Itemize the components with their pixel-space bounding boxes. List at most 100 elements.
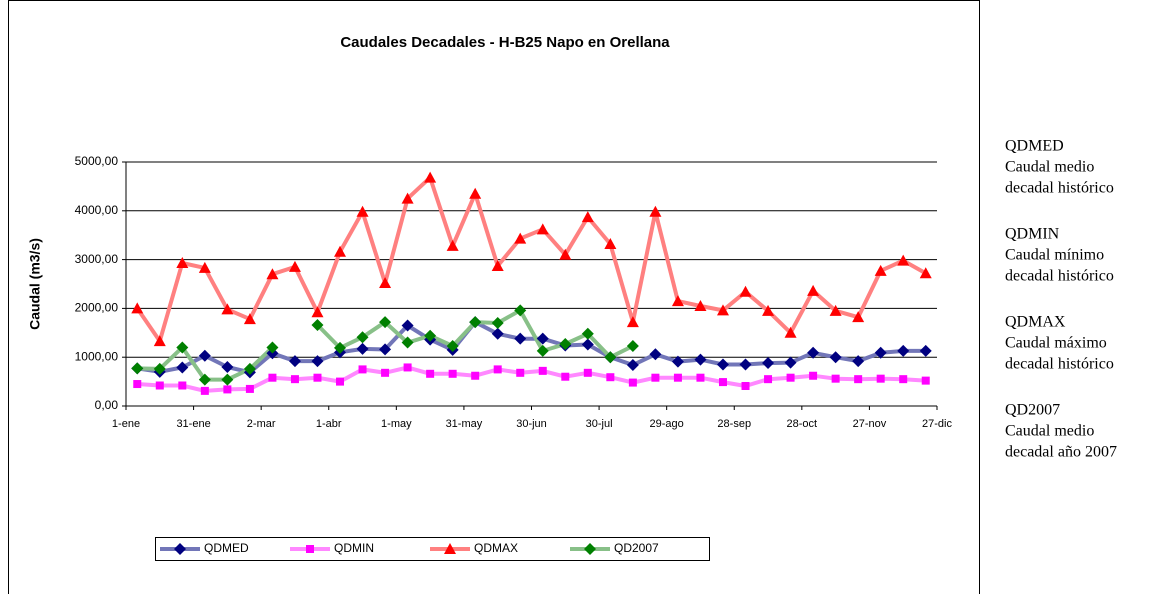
legend-label: QDMIN — [334, 541, 374, 555]
data-point — [919, 267, 932, 279]
x-tick-label: 2-mar — [247, 418, 276, 430]
data-point — [469, 187, 482, 199]
data-point — [245, 384, 254, 393]
legend-label: QDMED — [204, 541, 249, 555]
data-point — [784, 326, 797, 338]
data-point — [716, 358, 729, 371]
data-point — [336, 377, 345, 386]
data-point — [921, 376, 930, 385]
note-text: decadal año 2007 — [1005, 444, 1117, 461]
data-point — [491, 259, 504, 271]
data-point — [538, 366, 547, 375]
data-point — [290, 375, 299, 384]
data-point — [897, 344, 910, 357]
data-point — [311, 306, 324, 318]
note-text: decadal histórico — [1005, 268, 1114, 285]
data-point — [493, 365, 502, 374]
data-point — [311, 318, 324, 331]
note-text: Caudal medio — [1005, 423, 1094, 440]
data-point — [334, 245, 347, 257]
note-text: Caudal mínimo — [1005, 247, 1104, 264]
data-point — [426, 369, 435, 378]
data-point — [559, 338, 572, 351]
x-tick-label: 29-ago — [650, 418, 684, 430]
data-point — [581, 338, 594, 351]
data-point — [176, 257, 189, 269]
data-point — [604, 351, 617, 364]
data-point — [198, 261, 211, 273]
x-tick-label: 1-may — [381, 418, 412, 430]
data-point — [243, 313, 256, 325]
data-point — [356, 205, 369, 217]
data-point — [807, 346, 820, 359]
data-point — [381, 368, 390, 377]
data-point — [536, 332, 549, 345]
data-point — [626, 339, 639, 352]
data-point — [784, 356, 797, 369]
legend-marker — [174, 543, 186, 555]
data-point — [696, 373, 705, 382]
data-point — [626, 359, 639, 372]
series-line — [135, 175, 927, 344]
y-tick-label: 2000,00 — [75, 301, 119, 315]
data-point — [874, 264, 887, 276]
legend-label: QDMAX — [474, 541, 518, 555]
data-point — [446, 339, 459, 352]
data-point — [694, 353, 707, 366]
data-point — [403, 363, 412, 372]
data-point — [223, 385, 232, 394]
data-point — [401, 336, 414, 349]
data-point — [559, 248, 572, 260]
data-point — [178, 381, 187, 390]
data-point — [604, 237, 617, 249]
data-point — [379, 316, 392, 329]
x-tick-label: 1-ene — [112, 418, 140, 430]
data-point — [401, 192, 414, 204]
x-tick-label: 28-oct — [787, 418, 818, 430]
data-point — [739, 285, 752, 297]
data-point — [581, 327, 594, 340]
data-point — [651, 373, 660, 382]
legend-label: QD2007 — [614, 541, 659, 555]
x-tick-label: 27-nov — [853, 418, 887, 430]
data-point — [356, 331, 369, 344]
data-point — [536, 344, 549, 357]
data-point — [514, 332, 527, 345]
note-text: decadal histórico — [1005, 180, 1114, 197]
data-point — [716, 304, 729, 316]
data-point — [155, 381, 164, 390]
data-point — [153, 335, 166, 347]
y-tick-label: 3000,00 — [75, 252, 119, 266]
data-point — [198, 349, 211, 362]
data-point — [786, 373, 795, 382]
data-point — [446, 239, 459, 251]
data-point — [221, 373, 234, 386]
data-point — [739, 358, 752, 371]
data-point — [514, 232, 527, 244]
data-point — [762, 357, 775, 370]
data-point — [831, 374, 840, 383]
y-tick-label: 5000,00 — [75, 154, 119, 168]
data-point — [671, 295, 684, 307]
chart-title: Caudales Decadales - H-B25 Napo en Orell… — [340, 34, 670, 51]
x-tick-label: 31-may — [446, 418, 483, 430]
y-tick-label: 0,00 — [95, 398, 119, 412]
data-point — [243, 362, 256, 375]
data-point — [221, 303, 234, 315]
note-code: QDMIN — [1005, 226, 1060, 243]
chart-frame — [8, 0, 980, 599]
data-point — [671, 355, 684, 368]
data-point — [424, 329, 437, 342]
note-text: Caudal máximo — [1005, 335, 1107, 352]
data-point — [268, 373, 277, 382]
data-point — [471, 371, 480, 380]
data-point — [852, 355, 865, 368]
data-point — [854, 375, 863, 384]
x-tick-label: 28-sep — [717, 418, 751, 430]
x-tick-label: 30-jun — [516, 418, 547, 430]
data-point — [764, 375, 773, 384]
data-point — [581, 211, 594, 223]
note-code: QDMAX — [1005, 314, 1066, 331]
